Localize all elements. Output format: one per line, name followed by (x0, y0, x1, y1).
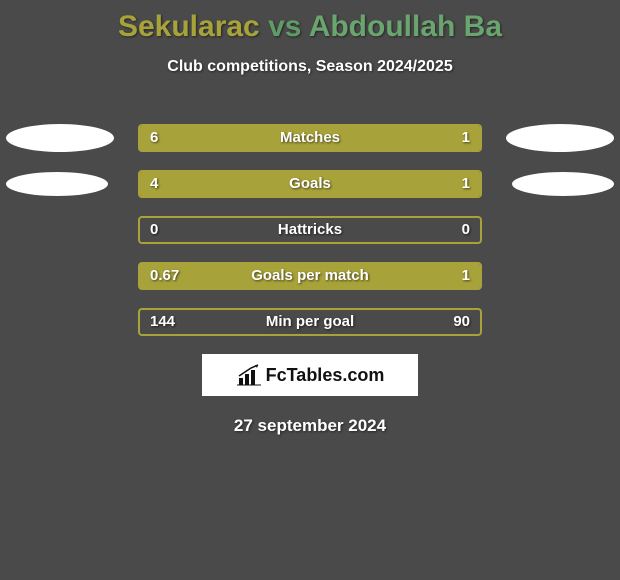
player2-form-icon (512, 172, 614, 196)
stat-label: Hattricks (140, 218, 480, 242)
stats-chart: Matches61 Goals41 Hattricks0 0 Goals per mat… (0, 124, 620, 336)
stat-bar-right-fill (398, 172, 480, 196)
stat-bar-right-fill (140, 264, 480, 288)
stat-row: Hattricks0 0 (0, 216, 620, 244)
stat-label: Min per goal (140, 310, 480, 334)
stat-bar-left-fill (140, 126, 398, 150)
date-line: 27 september 2024 (0, 416, 620, 436)
stat-value-left: 0 (150, 218, 158, 242)
bar-chart-icon (236, 364, 262, 386)
vs-separator: vs (260, 10, 309, 43)
stat-row: Matches61 (0, 124, 620, 152)
stat-value-right: 90 (453, 310, 470, 334)
stat-bar-left-fill (140, 172, 398, 196)
player1-form-icon (6, 172, 108, 196)
stat-bar: Goals per match0.671 (138, 262, 482, 290)
logo-text: FcTables.com (266, 365, 385, 386)
player2-form-icon (506, 124, 614, 152)
stat-bar-right-fill (398, 126, 480, 150)
stat-bar: Min per goal144 90 (138, 308, 482, 336)
player2-name: Abdoullah Ba (309, 10, 502, 43)
stat-row: Goals per match0.671 (0, 262, 620, 290)
stat-bar: Hattricks0 0 (138, 216, 482, 244)
stat-row: Goals41 (0, 170, 620, 198)
stat-row: Min per goal144 90 (0, 308, 620, 336)
stat-value-right: 0 (462, 218, 470, 242)
stat-bar: Goals41 (138, 170, 482, 198)
logo-box: FcTables.com (202, 354, 418, 396)
stat-bar: Matches61 (138, 124, 482, 152)
subtitle: Club competitions, Season 2024/2025 (0, 58, 620, 76)
stat-value-left: 144 (150, 310, 175, 334)
player1-name: Sekularac (118, 10, 260, 43)
page-title: Sekularac vs Abdoullah Ba (0, 0, 620, 44)
player1-form-icon (6, 124, 114, 152)
